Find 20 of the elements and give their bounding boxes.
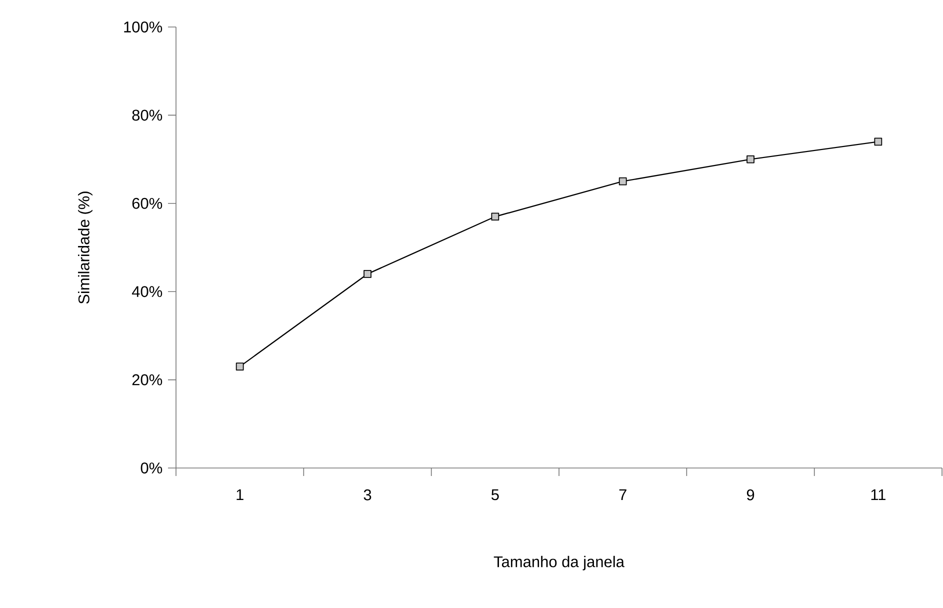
y-axis-title: Similaridade (%) xyxy=(78,192,92,304)
y-tick-label: 100% xyxy=(124,22,162,32)
y-tick-label: 0% xyxy=(140,462,162,474)
x-tick-label: 9 xyxy=(746,489,754,500)
y-tick-label: 40% xyxy=(132,286,162,298)
point xyxy=(874,138,882,146)
y-tick-label: 20% xyxy=(132,374,162,386)
x-tick-label: 5 xyxy=(491,489,499,500)
x-axis-title: Tamanho da janela xyxy=(494,556,624,570)
point xyxy=(364,270,372,278)
point xyxy=(491,212,500,221)
point xyxy=(618,177,627,186)
point xyxy=(746,155,754,164)
y-tick-label: 80% xyxy=(132,110,162,121)
x-tick-label: 3 xyxy=(364,489,372,500)
x-tick-label: 11 xyxy=(871,489,886,500)
x-tick-label: 1 xyxy=(236,489,244,500)
point xyxy=(236,362,244,371)
x-tick-label: 7 xyxy=(619,489,626,500)
y-tick-label: 60% xyxy=(132,198,162,209)
